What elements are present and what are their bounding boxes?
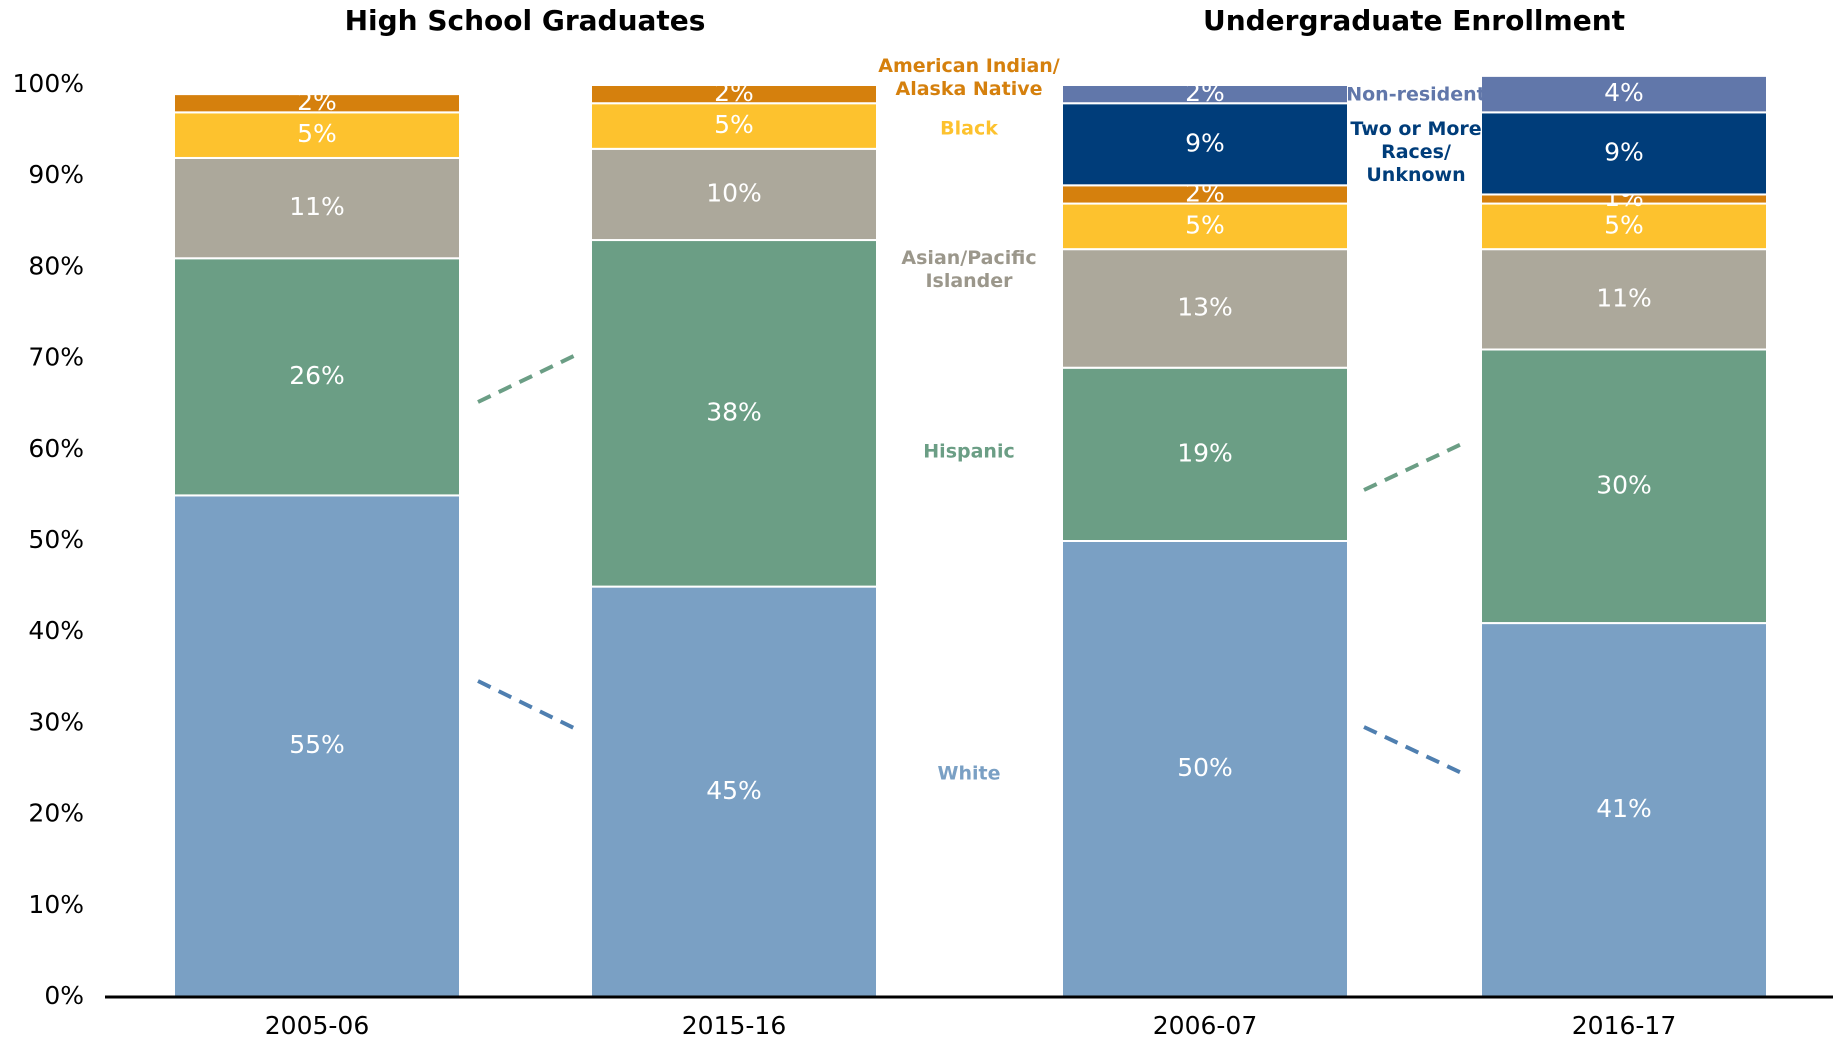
data-label: 11%	[1596, 283, 1652, 312]
legend-label: American Indian/ Alaska Native	[878, 55, 1060, 100]
data-label: 5%	[297, 119, 337, 148]
data-label: 2%	[714, 78, 754, 107]
data-label: 45%	[706, 776, 762, 805]
bar-segment	[173, 93, 461, 114]
data-label: 11%	[289, 192, 345, 221]
bar-segment	[1480, 111, 1768, 196]
legend-label: Hispanic	[923, 440, 1015, 463]
data-label: 55%	[289, 730, 345, 759]
connector	[477, 679, 581, 733]
data-label: 2%	[1185, 78, 1225, 107]
bar-segment	[590, 84, 878, 105]
bar-segment	[1480, 248, 1768, 351]
y-tick-label: 70%	[28, 343, 84, 372]
y-tick-label: 80%	[28, 251, 84, 280]
bar-segment	[1061, 102, 1349, 187]
y-tick-label: 90%	[28, 160, 84, 189]
data-label: 50%	[1177, 753, 1233, 782]
bar-segment	[590, 239, 878, 588]
legend-label: Two or More Races/ Unknown	[1350, 117, 1482, 186]
legend-label: Non-resident	[1346, 83, 1486, 106]
y-tick-label: 20%	[28, 799, 84, 828]
y-tick-label: 40%	[28, 616, 84, 645]
y-tick-label: 30%	[28, 707, 84, 736]
y-tick-label: 0%	[44, 981, 84, 1010]
legend-label: Black	[940, 117, 998, 140]
data-label: 13%	[1177, 292, 1233, 321]
data-label: 26%	[289, 361, 345, 390]
connector	[1363, 440, 1467, 492]
bar-segment	[1480, 74, 1768, 114]
x-tick-label: 2006-07	[1153, 1011, 1257, 1040]
data-label: 10%	[706, 178, 762, 207]
x-tick-label: 2015-16	[682, 1011, 786, 1040]
group-title: High School Graduates	[345, 4, 706, 37]
legend-label: White	[937, 762, 1001, 785]
bar-segment	[1061, 248, 1349, 369]
bar-segment	[173, 111, 461, 159]
legend-label: Asian/Pacific Islander	[901, 247, 1037, 292]
bar-segment	[1061, 84, 1349, 105]
data-label: 19%	[1177, 438, 1233, 467]
group-title: Undergraduate Enrollment	[1203, 4, 1625, 37]
x-tick-label: 2016-17	[1572, 1011, 1676, 1040]
bar-segment	[1480, 348, 1768, 625]
data-label: 4%	[1604, 78, 1644, 107]
connector	[477, 351, 581, 404]
data-label: 5%	[714, 110, 754, 139]
bar-segment	[1480, 622, 1768, 999]
data-label: 9%	[1604, 137, 1644, 166]
data-label: 5%	[1185, 210, 1225, 239]
data-label: 2%	[297, 87, 337, 116]
x-tick-label: 2005-06	[265, 1011, 369, 1040]
data-label: 38%	[706, 397, 762, 426]
bar-segment	[590, 102, 878, 150]
data-label: 41%	[1596, 794, 1652, 823]
y-tick-label: 10%	[28, 890, 84, 919]
y-tick-label: 100%	[13, 69, 84, 98]
bar-segment	[173, 257, 461, 497]
bar-segment	[1061, 366, 1349, 542]
bar-segment	[173, 494, 461, 998]
data-label: 9%	[1185, 128, 1225, 157]
connector	[1363, 725, 1467, 777]
data-label: 30%	[1596, 470, 1652, 499]
bar-segment	[1480, 202, 1768, 251]
data-label: 5%	[1604, 210, 1644, 239]
bar-segment	[590, 147, 878, 242]
y-tick-label: 60%	[28, 434, 84, 463]
y-tick-label: 50%	[28, 525, 84, 554]
